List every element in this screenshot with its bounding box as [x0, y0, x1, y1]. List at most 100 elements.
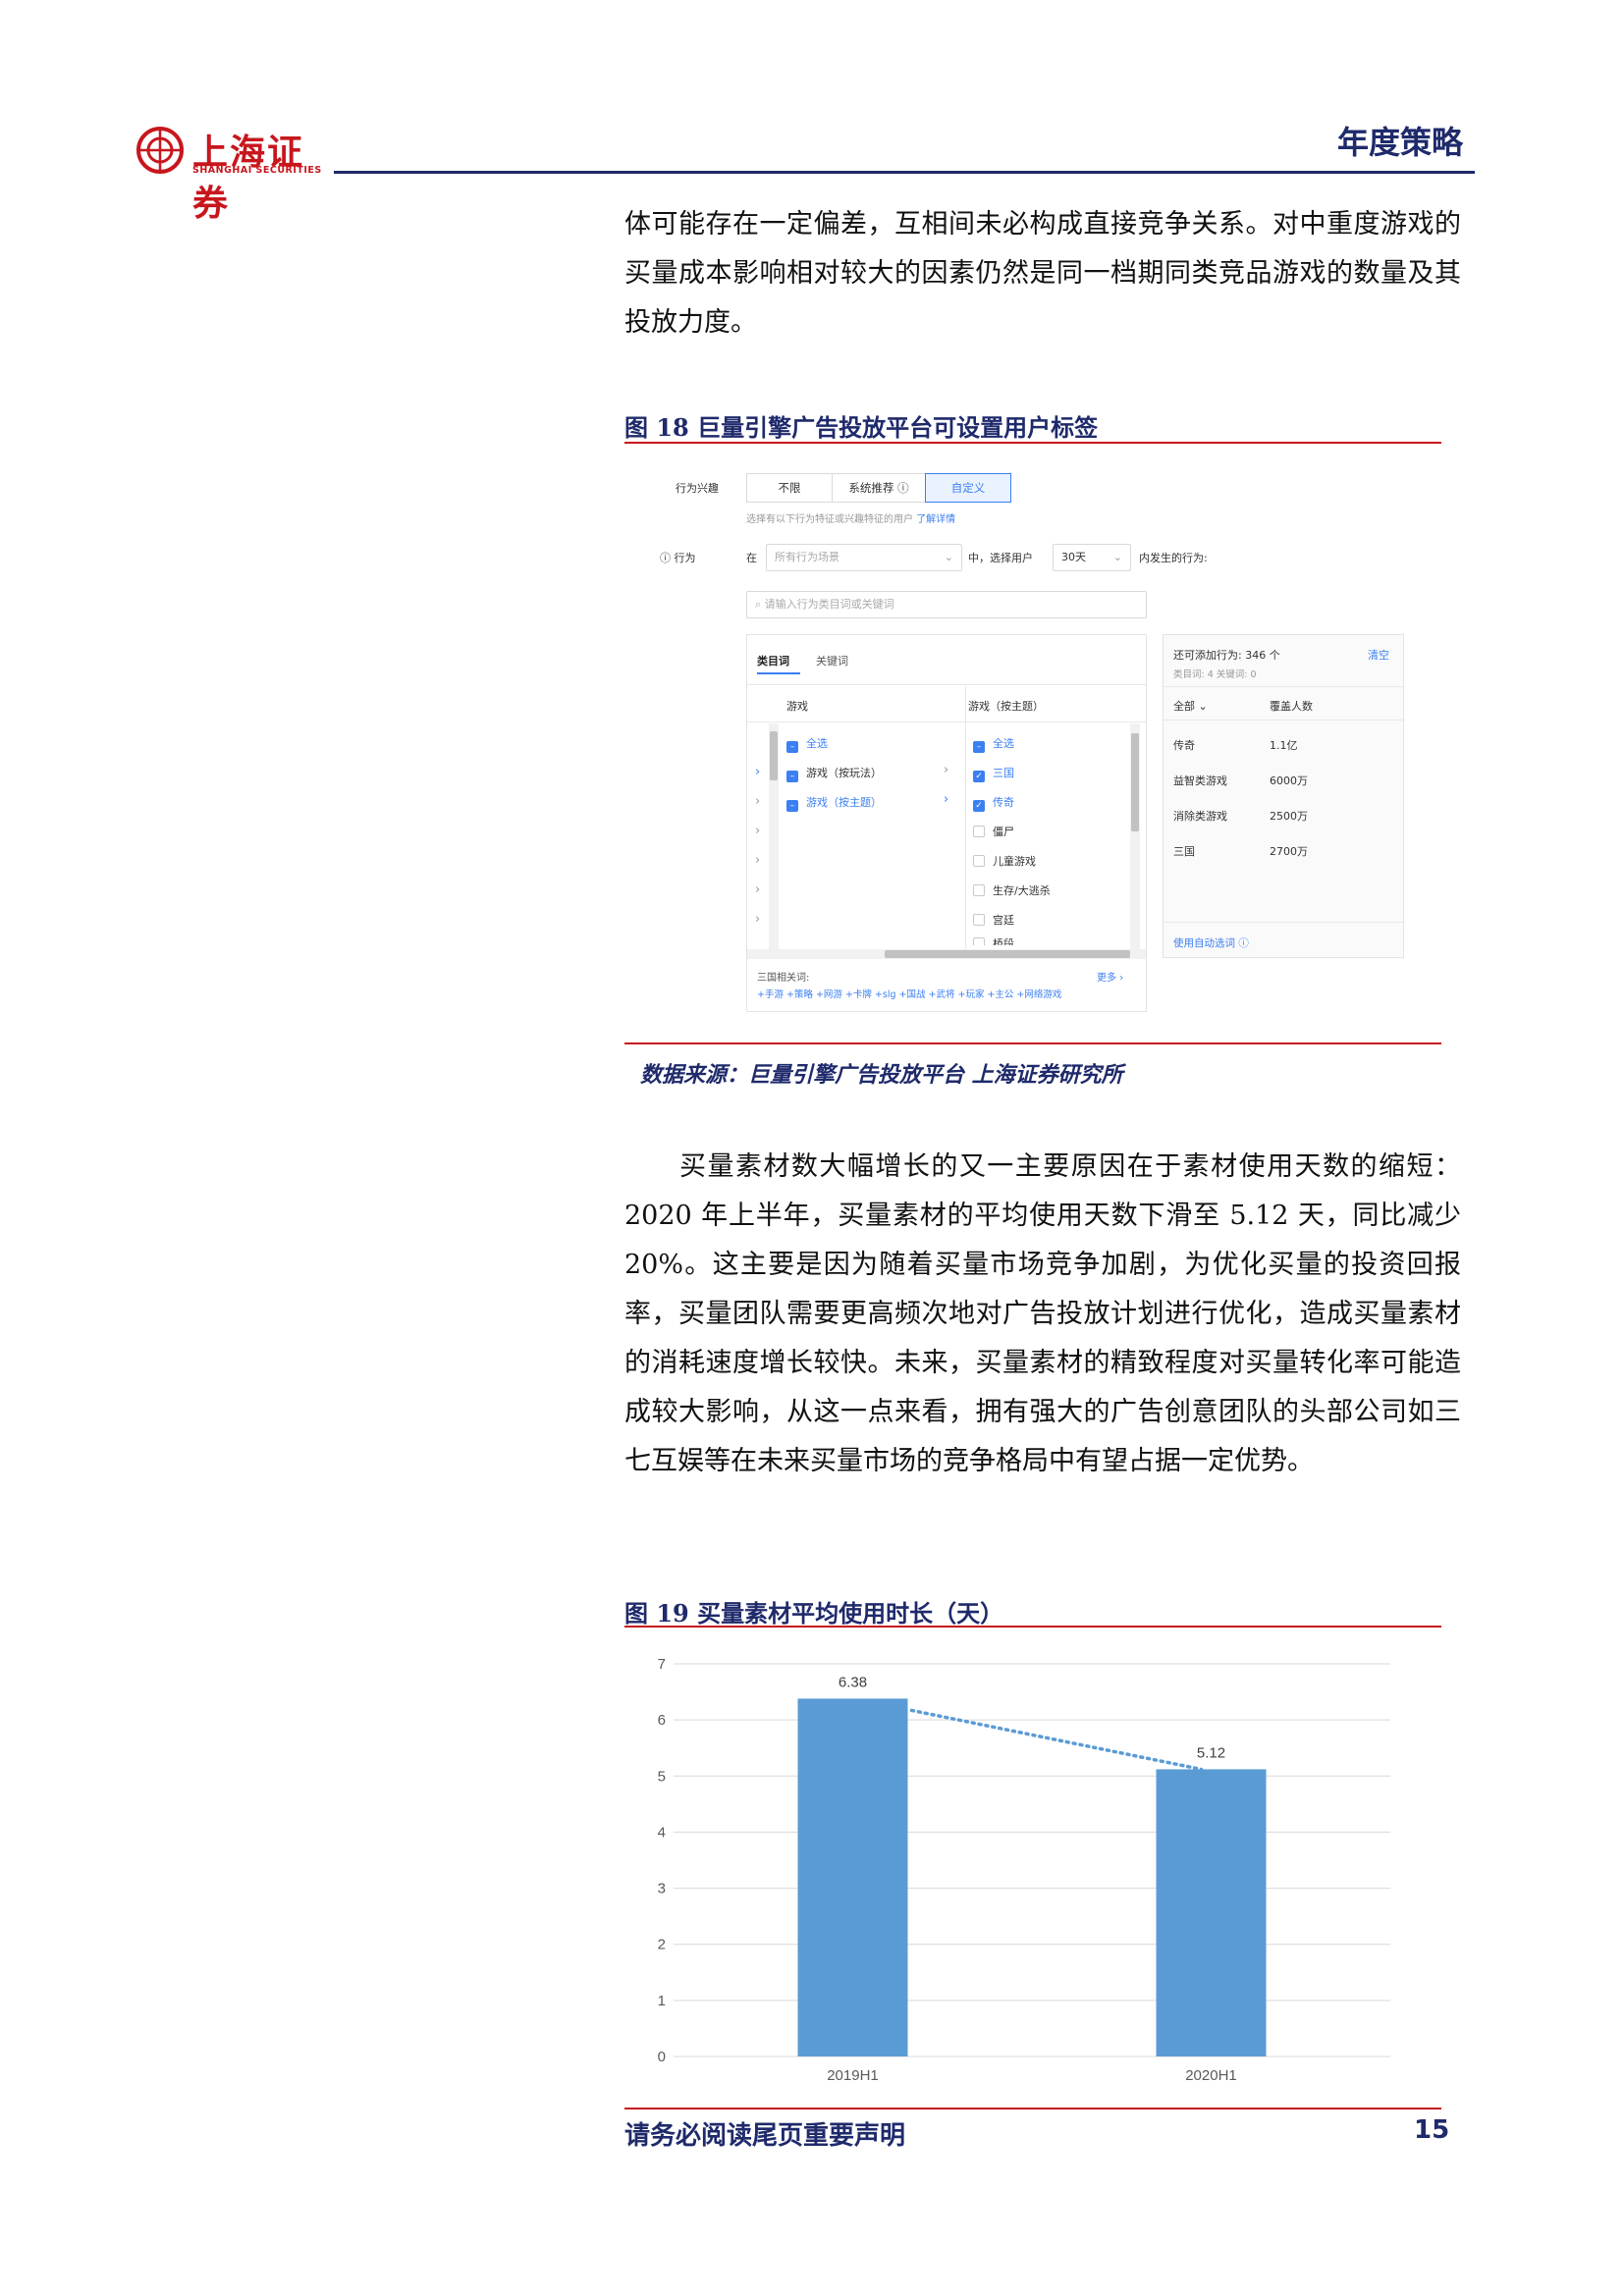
- chevron-down-icon: ⌄: [944, 551, 953, 563]
- checkbox-indeterminate-icon: –: [973, 741, 985, 753]
- tab-keyword[interactable]: 关键词: [816, 655, 848, 667]
- divider: [747, 684, 1146, 685]
- y-tick-label: 7: [658, 1656, 666, 1673]
- figure-19-rule: [624, 1626, 1441, 1628]
- scrollbar[interactable]: [1130, 723, 1140, 949]
- chevron-right-icon[interactable]: ›: [755, 765, 761, 779]
- col2-item[interactable]: 儿童游戏: [973, 853, 1036, 869]
- seg-custom[interactable]: 自定义: [925, 473, 1011, 503]
- divider: [1164, 922, 1403, 923]
- behavior-scene-select[interactable]: 所有行为场景 ⌄: [766, 544, 962, 571]
- scrollbar[interactable]: [769, 723, 779, 949]
- col2-item[interactable]: – 全选: [973, 735, 1014, 753]
- bar: [1156, 1769, 1267, 2056]
- select-user-text: 中，选择用户: [968, 552, 1033, 564]
- page-number: 15: [1414, 2115, 1450, 2145]
- figure-19-title: 图 19 买量素材平均使用时长（天）: [624, 1599, 1004, 1628]
- column-divider: [965, 686, 966, 951]
- interest-hint: 选择有以下行为特征或兴趣特征的用户 了解详情: [746, 510, 955, 525]
- clear-button[interactable]: 清空: [1368, 649, 1389, 662]
- checkbox-checked-icon: ✓: [973, 771, 985, 782]
- days-select[interactable]: 30天 ⌄: [1053, 544, 1131, 571]
- checkbox-checked-icon: ✓: [973, 800, 985, 812]
- checkbox-icon: [973, 914, 985, 926]
- seg-unlimited[interactable]: 不限: [746, 473, 833, 503]
- scene-placeholder: 所有行为场景: [775, 551, 839, 563]
- checkbox-icon: [973, 826, 985, 837]
- report-type-title: 年度策略: [1336, 124, 1463, 161]
- logo-english-name: SHANGHAI SECURITIES: [192, 165, 322, 176]
- col1-item-by-gameplay[interactable]: – 游戏（按玩法）: [786, 765, 882, 782]
- col2-item[interactable]: 宫廷: [973, 912, 1014, 928]
- interest-label: 行为兴趣: [676, 482, 719, 495]
- checkbox-icon: [973, 937, 985, 945]
- col1-item-by-theme[interactable]: – 游戏（按主题）: [786, 794, 882, 812]
- more-link[interactable]: 更多 ›: [1097, 973, 1124, 984]
- item-label: 僵尸: [993, 826, 1014, 838]
- selected-item-name: 三国: [1173, 845, 1195, 858]
- body-paragraph-2: 买量素材数大幅增长的又一主要原因在于素材使用天数的缩短：2020 年上半年，买量…: [624, 1151, 1461, 1476]
- auto-select-words-link[interactable]: 使用自动选词 ⓘ: [1173, 937, 1249, 949]
- checkbox-icon: [973, 855, 985, 867]
- selected-item-coverage: 2500万: [1270, 810, 1308, 823]
- bar-chart-svg: 0 1 2 3 4 5 6 7 6.38 2019H1 5.12 2020H1: [658, 1656, 1390, 2084]
- trend-line: [909, 1708, 1204, 1772]
- selected-item-name: 消除类游戏: [1173, 810, 1227, 823]
- chevron-right-icon[interactable]: ›: [755, 912, 761, 927]
- search-placeholder: 请输入行为类目词或关键词: [764, 598, 894, 611]
- at-text: 在: [746, 552, 757, 564]
- learn-more-link[interactable]: 了解详情: [916, 514, 956, 525]
- related-words-label: 三国相关词:: [757, 973, 810, 984]
- chevron-right-icon[interactable]: ›: [755, 853, 761, 868]
- item-label: 桥段: [993, 937, 1014, 945]
- col1-header: 游戏: [786, 700, 808, 713]
- behavior-search-input[interactable]: ⌕ 请输入行为类目词或关键词: [746, 591, 1147, 618]
- col1-item-select-all[interactable]: – 全选: [786, 735, 828, 753]
- item-label: 三国: [993, 767, 1014, 779]
- col2-item[interactable]: ✓ 三国: [973, 765, 1014, 782]
- category-panel: 类目词 关键词 游戏 游戏（按主题） › › › › › › – 全选 – 游戏（按…: [746, 634, 1147, 1012]
- y-tick-label: 6: [658, 1712, 666, 1729]
- horizontal-scrollbar[interactable]: [747, 949, 1146, 959]
- chevron-right-icon[interactable]: ›: [755, 794, 761, 809]
- item-label: 传奇: [993, 796, 1014, 809]
- y-tick-label: 2: [658, 1937, 666, 1953]
- data-label: 6.38: [839, 1674, 867, 1690]
- tab-category[interactable]: 类目词: [757, 655, 789, 667]
- item-label: 全选: [993, 737, 1014, 750]
- divider: [1164, 720, 1403, 721]
- col2-item[interactable]: 生存/大逃杀: [973, 882, 1051, 898]
- y-tick-label: 5: [658, 1768, 666, 1785]
- chevron-right-icon[interactable]: ›: [755, 824, 761, 838]
- header-divider: [334, 171, 1475, 174]
- disclaimer-notice: 请务必阅读尾页重要声明: [624, 2121, 906, 2151]
- col2-item[interactable]: 桥段: [973, 935, 1014, 945]
- col2-item[interactable]: ✓ 传奇: [973, 794, 1014, 812]
- figure-18-title: 图 18 巨量引擎广告投放平台可设置用户标签: [624, 413, 1099, 442]
- selected-item-coverage: 1.1亿: [1270, 739, 1298, 752]
- selected-behaviors-panel: 还可添加行为: 346 个 清空 类目词: 4 关键词: 0 全部 ⌄ 覆盖人数…: [1163, 634, 1404, 958]
- chevron-right-icon[interactable]: ›: [944, 792, 949, 807]
- related-words[interactable]: +手游 +策略 +网游 +卡牌 +slg +国战 +武将 +玩家 +主公 +网络…: [757, 989, 1062, 1000]
- chevron-down-icon: ⌄: [1112, 551, 1122, 563]
- checkbox-icon: [973, 884, 985, 896]
- selected-item-coverage: 2700万: [1270, 845, 1308, 858]
- chevron-right-icon[interactable]: ›: [755, 882, 761, 897]
- selected-item-coverage: 6000万: [1270, 774, 1308, 787]
- y-tick-label: 3: [658, 1881, 666, 1897]
- occurred-behavior-text: 内发生的行为:: [1139, 552, 1208, 564]
- item-label: 全选: [806, 737, 828, 750]
- filter-all[interactable]: 全部 ⌄: [1173, 700, 1208, 713]
- company-logo: 上海证券 SHANGHAI SECURITIES: [135, 122, 332, 224]
- chevron-right-icon[interactable]: ›: [944, 763, 949, 777]
- item-label: 生存/大逃杀: [993, 884, 1051, 897]
- figure-18-rule: [624, 442, 1441, 444]
- footer-divider: [624, 2108, 1441, 2109]
- divider: [747, 721, 1146, 722]
- col2-item[interactable]: 僵尸: [973, 824, 1014, 839]
- col2-header: 游戏（按主题）: [968, 700, 1044, 713]
- ad-platform-screenshot: 行为兴趣 不限 系统推荐 ⓘ 自定义 选择有以下行为特征或兴趣特征的用户 了解详…: [660, 461, 1416, 1016]
- seg-system-recommend[interactable]: 系统推荐 ⓘ: [832, 473, 926, 503]
- days-value: 30天: [1061, 551, 1086, 563]
- y-tick-label: 4: [658, 1824, 666, 1841]
